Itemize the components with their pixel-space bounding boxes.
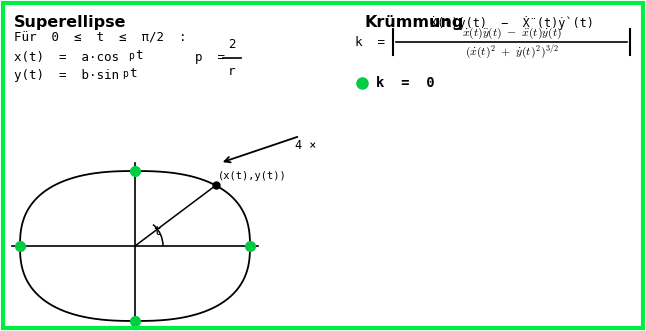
Text: Superellipse: Superellipse bbox=[14, 15, 127, 30]
Text: p: p bbox=[128, 51, 134, 61]
Text: t: t bbox=[129, 67, 136, 80]
Text: 2: 2 bbox=[228, 38, 236, 51]
Text: t: t bbox=[135, 49, 143, 62]
Text: k  =: k = bbox=[355, 35, 385, 49]
Text: Ẋ(t)ẏ(t)  −  Ẋ̈(t)ẏ̀(t): Ẋ(t)ẏ(t) − Ẋ̈(t)ẏ̀(t) bbox=[430, 16, 594, 30]
Text: $\dot{x}(t)\ddot{y}(t)\ -\ \ddot{x}(t)\dot{y}(t)$: $\dot{x}(t)\ddot{y}(t)\ -\ \ddot{x}(t)\d… bbox=[461, 26, 561, 41]
Text: 4 ×: 4 × bbox=[295, 139, 317, 152]
Text: y(t)  =  b·sin: y(t) = b·sin bbox=[14, 69, 119, 82]
Text: r: r bbox=[228, 65, 236, 78]
Text: p  =: p = bbox=[195, 51, 225, 64]
Text: Für  0  ≤  t  ≤  π/2  :: Für 0 ≤ t ≤ π/2 : bbox=[14, 30, 187, 43]
Text: x(t)  =  a·cos: x(t) = a·cos bbox=[14, 51, 119, 64]
Text: (x(t),y(t)): (x(t),y(t)) bbox=[218, 171, 287, 181]
Text: t: t bbox=[153, 225, 160, 238]
Text: k  =  0: k = 0 bbox=[376, 76, 435, 90]
Text: $(\dot{x}(t)^2\ +\ \dot{y}(t)^2)^{3/2}$: $(\dot{x}(t)^2\ +\ \dot{y}(t)^2)^{3/2}$ bbox=[464, 43, 559, 62]
Text: p: p bbox=[122, 69, 128, 79]
Text: Krümmung: Krümmung bbox=[365, 15, 464, 30]
